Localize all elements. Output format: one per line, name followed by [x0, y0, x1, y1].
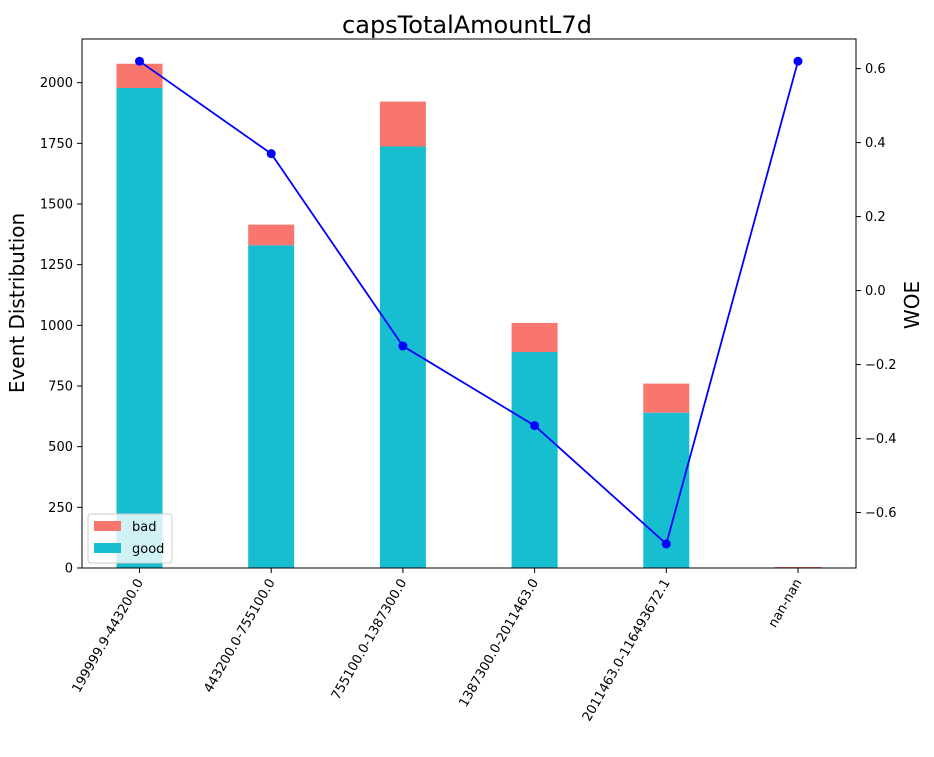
bar-good-2 — [379, 146, 426, 568]
left-y-axis: 0 250 500 750 1000 1250 1500 1750 2000 — [40, 76, 82, 577]
y-tick-label: 250 — [48, 501, 73, 516]
y2-tick-label: 0.4 — [865, 136, 886, 151]
x-tick-label: nan-nan — [766, 577, 806, 631]
chart-title: capsTotalAmountL7d — [342, 11, 592, 39]
woe-line-layer — [135, 56, 803, 549]
woe-point-1 — [266, 149, 276, 159]
y2-tick-label: 0.0 — [865, 284, 886, 299]
y-tick-label: 2000 — [40, 76, 73, 91]
woe-point-4 — [661, 539, 671, 549]
y-tick-label: 500 — [48, 440, 73, 455]
y2-tick-label: −0.4 — [865, 432, 897, 447]
y2-tick-label: −0.2 — [865, 358, 897, 373]
legend-label-bad: bad — [132, 520, 156, 535]
y-tick-label: 1250 — [40, 258, 73, 273]
woe-point-3 — [530, 421, 540, 431]
right-y-axis: −0.6 −0.4 −0.2 0.0 0.2 0.4 0.6 — [856, 62, 897, 521]
x-tick-label: 1387300.0-2011463.0 — [456, 577, 542, 710]
y-tick-label: 0 — [65, 562, 73, 577]
bars-layer — [116, 63, 821, 569]
y2-tick-label: 0.6 — [865, 62, 886, 77]
bar-good-3 — [511, 352, 558, 568]
y-tick-label: 750 — [48, 380, 73, 395]
woe-line — [138, 60, 799, 546]
x-tick-label: 443200.0-755100.0 — [201, 577, 278, 696]
y-tick-label: 1500 — [40, 198, 73, 213]
bar-good-0 — [116, 88, 163, 569]
x-axis: 199999.9-443200.0 443200.0-755100.0 755100… — [70, 568, 806, 725]
y-tick-label: 1000 — [40, 319, 73, 334]
x-tick-label: 2011463.0-116493672.1 — [580, 577, 674, 725]
x-tick-label: 199999.9-443200.0 — [70, 577, 147, 696]
y2-tick-label: −0.6 — [865, 506, 897, 521]
bar-bad-0 — [116, 63, 163, 89]
x-tick-label: 755100.0-1387300.0 — [329, 577, 411, 703]
woe-point-5 — [793, 56, 803, 66]
bar-good-1 — [248, 245, 295, 568]
y-tick-label: 1750 — [40, 137, 73, 152]
legend-swatch-bad — [94, 521, 121, 531]
legend: bad good — [87, 513, 173, 564]
y-axis-label: Event Distribution — [5, 213, 29, 393]
bar-bad-2 — [379, 101, 426, 147]
woe-point-2 — [398, 341, 408, 351]
y2-tick-label: 0.2 — [865, 210, 886, 225]
y2-axis-label: WOE — [900, 281, 924, 329]
bar-bad-1 — [248, 224, 295, 246]
bar-bad-4 — [643, 383, 690, 413]
legend-label-good: good — [132, 542, 164, 557]
plot-frame — [81, 38, 857, 569]
legend-swatch-good — [94, 543, 121, 553]
bar-bad-3 — [511, 322, 558, 353]
woe-point-0 — [135, 56, 144, 66]
